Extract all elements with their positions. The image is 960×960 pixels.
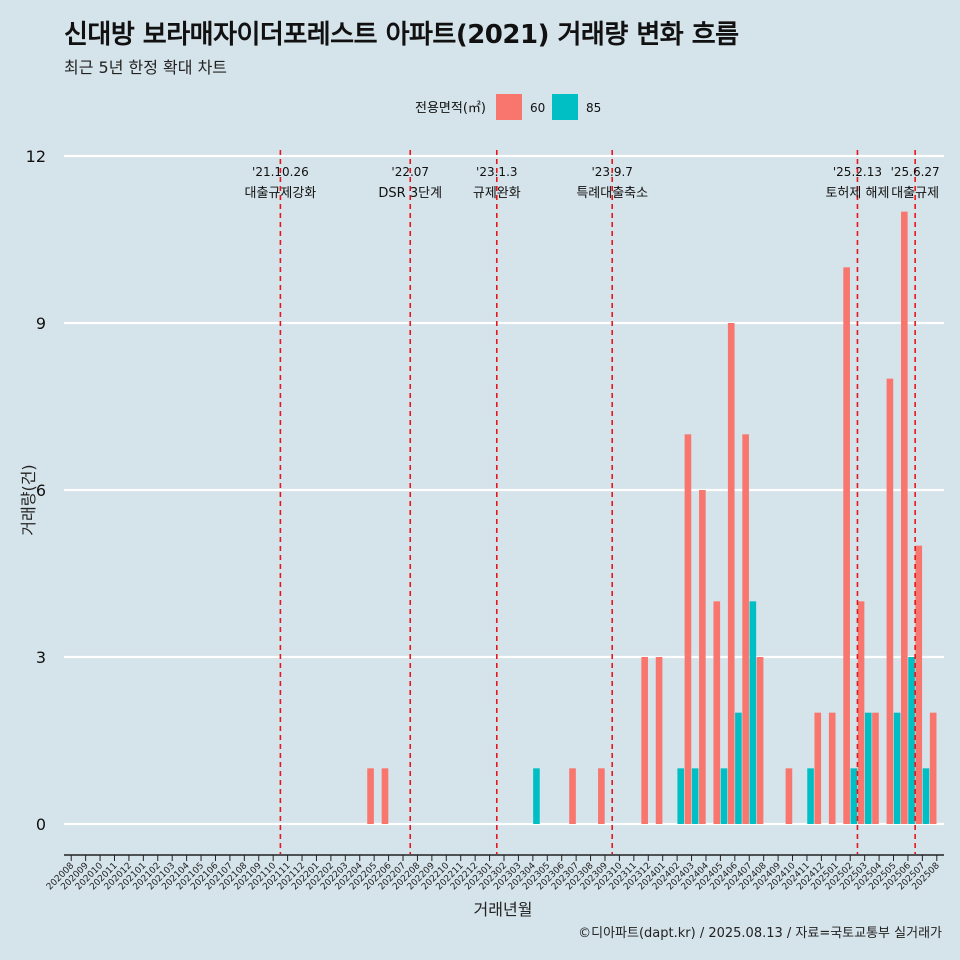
chart-title: 신대방 보라매자이더포레스트 아파트(2021) 거래량 변화 흐름 [64, 20, 739, 50]
bar-60-202205 [367, 768, 374, 824]
bar-60-202507 [915, 545, 923, 824]
bar-60-202501 [828, 712, 836, 824]
bar-60-202406 [727, 323, 735, 824]
bar-60-202404 [699, 490, 706, 824]
event-lines: '21.10.26 대출규제강화 '22.07 DSR 3단계 '23.1.3 규제완화 '… [245, 150, 940, 854]
bar-85-202304 [533, 768, 540, 824]
y-tick-label: 0 [36, 815, 46, 834]
legend-label-60: 60 [530, 101, 545, 115]
event-date: '25.6.27 [891, 165, 940, 179]
legend: 전용면적(㎡) 60 85 [415, 94, 601, 120]
bar-60-202401 [655, 657, 663, 824]
bar-85-202406 [735, 712, 742, 824]
event-label: 규제완화 [473, 186, 521, 201]
bar-60-202503 [857, 601, 865, 824]
bar-85-202506 [908, 657, 915, 824]
bar-60-202407 [742, 434, 749, 824]
grid-lines [64, 154, 944, 826]
y-tick-label: 12 [26, 147, 46, 166]
event-label: 특례대출축소 [576, 186, 648, 201]
event-label: 토허제 해제 [825, 186, 889, 201]
bar-60-202403 [684, 434, 692, 824]
bar-60-202504 [872, 712, 879, 824]
legend-swatch-85 [552, 94, 578, 120]
bar-60-202408 [756, 657, 764, 824]
source-caption: ©디아파트(dapt.kr) / 2025.08.13 / 자료=국토교통부 실… [578, 926, 942, 941]
bars [367, 211, 937, 824]
event-label: DSR 3단계 [378, 186, 442, 201]
bar-60-202506 [901, 211, 908, 824]
bar-85-202407 [749, 601, 757, 824]
event-date: '25.2.13 [833, 165, 882, 179]
bar-60-202307 [569, 768, 576, 824]
event-label: 대출규제강화 [245, 186, 317, 201]
bar-60-202405 [713, 601, 721, 824]
bar-60-202206 [381, 768, 389, 824]
bar-85-202502 [850, 768, 858, 824]
bar-60-202502 [843, 267, 850, 824]
bar-85-202503 [864, 712, 872, 824]
bar-85-202403 [691, 768, 699, 824]
event-date: '23.1.3 [476, 165, 517, 179]
event-date: '23.9.7 [591, 165, 632, 179]
bar-60-202412 [814, 712, 822, 824]
bar-85-202402 [677, 768, 685, 824]
event-label: 대출규제 [891, 186, 939, 201]
legend-title: 전용면적(㎡) [415, 101, 486, 116]
x-axis-label: 거래년월 [474, 900, 533, 919]
bar-85-202505 [893, 712, 901, 824]
bar-85-202405 [720, 768, 728, 824]
y-axis-label: 거래량(건) [19, 464, 38, 535]
y-axis-ticks: 0 3 6 9 12 [26, 147, 46, 834]
bar-60-202312 [641, 657, 648, 824]
bar-60-202410 [785, 768, 793, 824]
event-date: '21.10.26 [252, 165, 309, 179]
bar-60-202309 [598, 768, 605, 824]
y-tick-label: 6 [36, 481, 46, 500]
bar-85-202507 [922, 768, 930, 824]
x-axis: 2020082020092020102020112020122021012021… [45, 854, 944, 892]
chart-subtitle: 최근 5년 한정 확대 차트 [64, 58, 228, 77]
legend-swatch-60 [496, 94, 522, 120]
y-tick-label: 9 [36, 314, 46, 333]
bar-60-202508 [929, 712, 937, 824]
bar-85-202411 [807, 768, 814, 824]
legend-label-85: 85 [586, 101, 601, 115]
bar-60-202505 [886, 378, 894, 824]
event-date: '22.07 [391, 165, 429, 179]
y-tick-label: 3 [36, 648, 46, 667]
